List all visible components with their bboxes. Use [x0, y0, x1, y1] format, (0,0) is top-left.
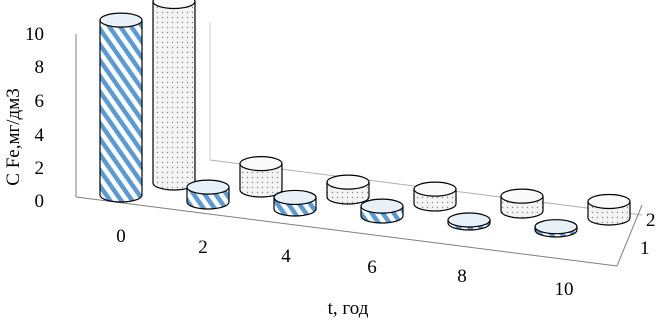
bar-body [239, 163, 283, 198]
y-tick-label: 10 [25, 24, 44, 45]
bar-cylinder [447, 212, 491, 231]
y-axis-title: C Fe,мг/дм3 [3, 88, 24, 185]
bar-top [99, 12, 143, 28]
y-tick-label: 4 [35, 125, 45, 146]
bar-top [534, 219, 578, 235]
x-tick-label: 2 [198, 237, 208, 258]
bar-top [239, 156, 283, 172]
bar-cylinder [239, 156, 283, 198]
x-tick-label: 0 [116, 226, 126, 247]
depth-axis-line [616, 204, 643, 267]
bar-cylinder [152, 0, 196, 191]
x-axis-title: t, год [328, 298, 369, 319]
bar-top [152, 0, 196, 10]
bar-cylinder [500, 188, 544, 219]
x-tick-label: 6 [367, 257, 377, 278]
y-tick-label: 8 [35, 57, 45, 78]
bar-cylinder [326, 174, 370, 205]
bar-top [186, 179, 230, 195]
bar-cylinder [186, 179, 230, 210]
bar-cylinder [99, 12, 143, 203]
bar-top [500, 188, 544, 204]
y-tick-label: 6 [35, 91, 45, 112]
y-tick-label: 2 [35, 158, 45, 179]
bar-body [99, 19, 143, 203]
z-tick-label: 2 [646, 210, 656, 231]
bar-top [587, 193, 631, 210]
bar-cylinder [273, 189, 317, 217]
x-tick-label: 4 [281, 246, 291, 267]
bar-cylinder [587, 193, 631, 226]
bar-top [326, 174, 370, 190]
x-tick-label: 8 [457, 266, 467, 287]
y-tick-label: 0 [35, 191, 45, 212]
bar-cylinder [534, 219, 578, 238]
bar-top [360, 198, 404, 214]
x-tick-label: 10 [555, 279, 574, 300]
bar-cylinder [413, 181, 457, 212]
bar-top [273, 189, 317, 206]
bar-top [447, 212, 491, 228]
bar-cylinder [360, 198, 404, 224]
bar-top [413, 181, 457, 197]
bar-body [152, 0, 196, 191]
x-ticks: 0 2 4 6 8 10 [116, 226, 573, 300]
z-ticks: 1 2 [640, 210, 656, 259]
x-axis-line [75, 196, 618, 267]
bars [99, 0, 631, 238]
z-tick-label: 1 [640, 238, 650, 259]
y-ticks: 10 8 6 4 2 0 [25, 24, 45, 212]
